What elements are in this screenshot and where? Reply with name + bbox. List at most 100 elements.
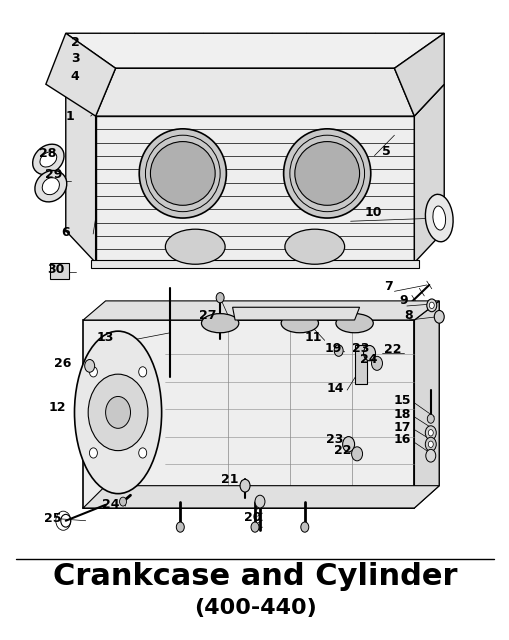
Circle shape (250, 522, 259, 532)
Circle shape (254, 495, 265, 508)
Bar (50, 262, 69, 278)
Circle shape (89, 367, 97, 377)
Circle shape (342, 436, 354, 452)
Polygon shape (46, 33, 116, 116)
Circle shape (114, 51, 127, 67)
Text: 27: 27 (199, 309, 216, 322)
Ellipse shape (280, 314, 318, 333)
Ellipse shape (40, 152, 56, 167)
Ellipse shape (201, 314, 238, 333)
Text: 13: 13 (96, 332, 114, 344)
Ellipse shape (42, 178, 59, 195)
Bar (91, 260, 418, 268)
Circle shape (425, 426, 435, 440)
Circle shape (88, 374, 148, 451)
Text: 17: 17 (392, 420, 410, 433)
Circle shape (105, 396, 130, 428)
Text: 30: 30 (47, 262, 64, 276)
Text: 3: 3 (71, 52, 79, 65)
Text: 1: 1 (66, 109, 74, 123)
Circle shape (425, 449, 435, 462)
Ellipse shape (165, 229, 224, 264)
Circle shape (434, 310, 443, 323)
Ellipse shape (432, 206, 445, 230)
Circle shape (138, 448, 147, 458)
Circle shape (117, 38, 124, 47)
Ellipse shape (425, 195, 452, 242)
Polygon shape (96, 68, 413, 116)
Ellipse shape (139, 129, 226, 218)
Circle shape (363, 346, 375, 361)
Text: 4: 4 (71, 70, 79, 83)
Text: Crankcase and Cylinder: Crankcase and Cylinder (52, 562, 457, 591)
Ellipse shape (35, 170, 67, 202)
Circle shape (426, 299, 436, 312)
Text: 28: 28 (39, 147, 56, 159)
Polygon shape (83, 320, 413, 508)
Ellipse shape (283, 129, 370, 218)
Circle shape (351, 447, 362, 461)
Circle shape (428, 429, 433, 436)
Text: 15: 15 (392, 394, 410, 408)
Circle shape (114, 68, 127, 85)
Circle shape (429, 302, 434, 308)
Ellipse shape (74, 331, 161, 493)
Circle shape (425, 437, 435, 451)
Polygon shape (83, 486, 438, 508)
Circle shape (216, 292, 223, 303)
Text: 12: 12 (49, 401, 66, 415)
Text: 11: 11 (304, 331, 322, 344)
Polygon shape (393, 33, 443, 116)
Ellipse shape (294, 141, 359, 205)
Circle shape (333, 345, 343, 356)
Text: 23: 23 (351, 342, 369, 355)
Text: 5: 5 (381, 145, 390, 157)
Text: 20: 20 (243, 511, 261, 524)
Circle shape (89, 448, 97, 458)
Text: 19: 19 (324, 342, 342, 355)
Text: 14: 14 (326, 381, 343, 395)
Circle shape (427, 414, 434, 423)
Polygon shape (66, 33, 443, 68)
Polygon shape (232, 307, 359, 320)
Text: 22: 22 (333, 444, 351, 457)
Circle shape (300, 522, 308, 532)
Circle shape (119, 497, 126, 506)
Polygon shape (83, 301, 438, 320)
Text: 21: 21 (221, 473, 238, 486)
Text: (400-440): (400-440) (193, 598, 316, 618)
Text: 9: 9 (399, 294, 407, 307)
Text: 2: 2 (71, 36, 79, 49)
Circle shape (84, 360, 95, 372)
Text: 22: 22 (384, 344, 401, 356)
Circle shape (176, 522, 184, 532)
Ellipse shape (335, 314, 373, 333)
Polygon shape (413, 301, 438, 508)
Polygon shape (66, 84, 96, 262)
Polygon shape (96, 84, 443, 116)
Text: 6: 6 (61, 225, 69, 239)
Text: 10: 10 (364, 207, 381, 220)
Ellipse shape (285, 229, 344, 264)
Circle shape (371, 356, 382, 371)
Circle shape (240, 479, 249, 492)
Polygon shape (96, 116, 413, 262)
Text: 24: 24 (102, 499, 120, 511)
Ellipse shape (33, 144, 64, 175)
Circle shape (138, 367, 147, 377)
Circle shape (118, 55, 123, 63)
Text: 8: 8 (404, 309, 412, 322)
Polygon shape (413, 84, 443, 262)
Text: 24: 24 (359, 353, 376, 366)
Text: 23: 23 (325, 433, 343, 445)
Text: 16: 16 (392, 433, 410, 446)
Bar (354, 346, 366, 384)
Text: 29: 29 (45, 168, 62, 181)
Text: 18: 18 (392, 408, 410, 421)
Text: 25: 25 (44, 512, 62, 525)
Circle shape (115, 35, 126, 51)
Ellipse shape (150, 141, 215, 205)
Text: 7: 7 (384, 280, 392, 293)
Circle shape (428, 441, 433, 447)
Text: 26: 26 (54, 357, 71, 370)
